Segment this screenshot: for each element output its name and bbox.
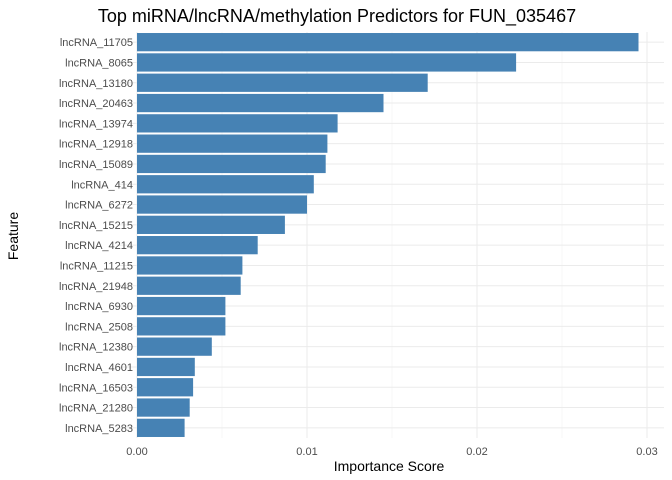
bar — [137, 398, 190, 417]
bar — [137, 53, 517, 72]
y-tick-label: lncRNA_6272 — [65, 200, 133, 212]
y-tick-label: lncRNA_6930 — [65, 301, 133, 313]
bar — [137, 296, 226, 316]
y-tick-label: lncRNA_8065 — [65, 57, 133, 69]
grid-layer — [117, 32, 664, 438]
y-tick-label: lncRNA_13180 — [59, 78, 133, 90]
bar — [137, 33, 639, 52]
y-tick-label: lncRNA_12918 — [59, 139, 133, 151]
y-tick-label: lncRNA_21280 — [59, 403, 133, 415]
y-tick-label: lncRNA_11705 — [60, 37, 133, 49]
bar — [137, 73, 428, 92]
y-tick-label: lncRNA_414 — [71, 179, 133, 191]
x-tick-label: 0.01 — [296, 446, 317, 458]
x-tick-label: 0.03 — [636, 446, 657, 458]
bar — [137, 276, 241, 295]
y-tick-label: lncRNA_11215 — [60, 260, 133, 272]
y-tick-label: lncRNA_4214 — [65, 240, 133, 252]
bar — [137, 154, 326, 174]
bar — [137, 175, 314, 194]
bar — [137, 418, 185, 437]
y-tick-label: lncRNA_13974 — [59, 118, 133, 130]
y-tick-label: lncRNA_16503 — [59, 382, 133, 394]
y-tick-label: lncRNA_15089 — [59, 159, 133, 171]
x-axis-title: Importance Score — [334, 458, 445, 474]
bar — [137, 378, 194, 397]
y-tick-label: lncRNA_20463 — [59, 98, 133, 110]
y-tick-label: lncRNA_4601 — [65, 362, 133, 374]
bar — [137, 195, 307, 214]
bar — [137, 317, 226, 336]
bar — [137, 93, 384, 113]
y-axis-title: Feature — [5, 212, 21, 260]
x-tick-label: 0.00 — [126, 446, 147, 458]
y-tick-label: lncRNA_21948 — [59, 281, 133, 293]
bar — [137, 134, 328, 153]
bar — [137, 256, 243, 275]
bar — [137, 357, 195, 377]
bar — [137, 114, 338, 133]
bar — [137, 236, 258, 255]
y-tick-label: lncRNA_12380 — [59, 342, 133, 354]
y-tick-labels: lncRNA_11705 lncRNA_8065 lncRNA_13180 lncRN… — [59, 37, 133, 435]
x-tick-labels: 0.00 0.01 0.02 0.03 — [126, 446, 657, 458]
y-tick-label: lncRNA_15215 — [59, 220, 133, 232]
x-tick-label: 0.02 — [466, 446, 487, 458]
y-tick-label: lncRNA_5283 — [65, 423, 133, 435]
chart-title: Top miRNA/lncRNA/methylation Predictors … — [98, 6, 576, 27]
bar — [137, 337, 212, 356]
bar — [137, 215, 285, 234]
y-tick-label: lncRNA_2508 — [65, 321, 133, 333]
bar-layer — [137, 33, 639, 437]
